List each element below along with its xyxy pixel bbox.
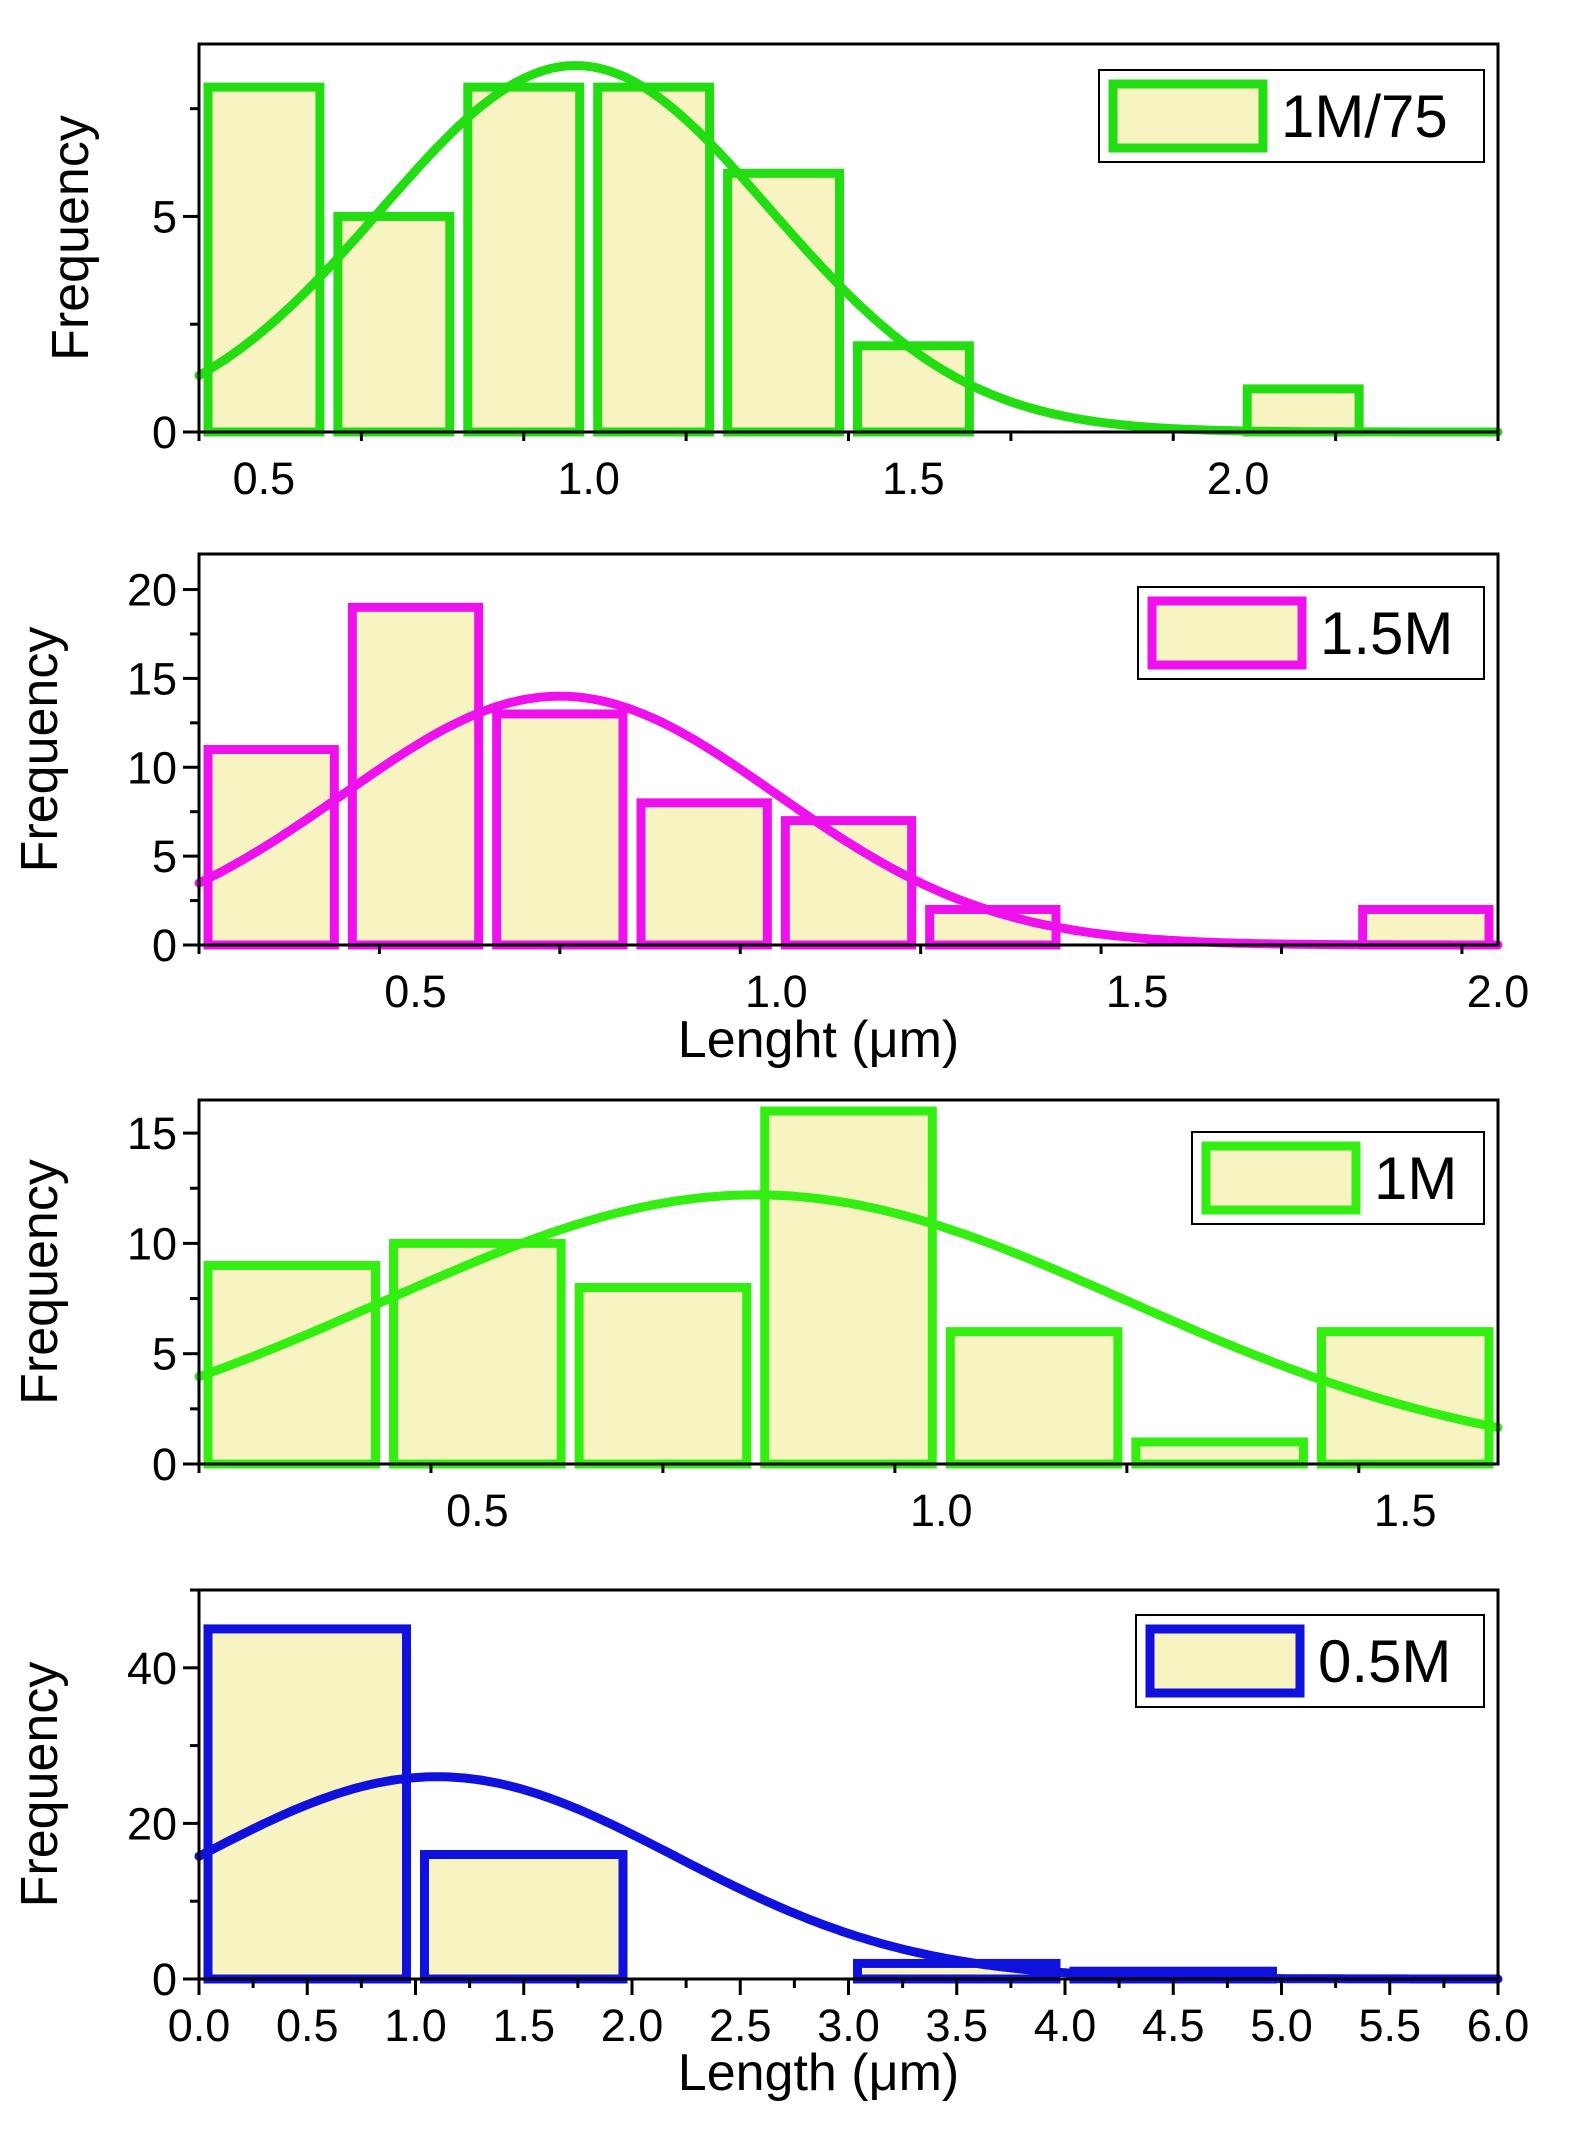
y-axis-title: Frequency xyxy=(11,1662,69,1908)
y-tick-label: 5 xyxy=(152,191,177,242)
x-tick-label: 2.0 xyxy=(1467,966,1530,1017)
y-tick-label: 40 xyxy=(127,1643,177,1694)
x-tick-label: 3.5 xyxy=(925,2000,988,2051)
y-tick-label: 5 xyxy=(152,1329,177,1380)
histogram-bar xyxy=(1358,904,1494,950)
x-tick-label: 0.5 xyxy=(384,966,447,1017)
x-tick-label: 1.5 xyxy=(882,453,945,504)
x-tick-label: 0.5 xyxy=(233,453,296,504)
x-tick-label: 0.5 xyxy=(446,1485,509,1536)
y-tick-label: 0 xyxy=(152,920,177,971)
histogram-bar xyxy=(420,1850,628,1984)
legend-swatch xyxy=(1147,596,1307,670)
legend: 1.5M xyxy=(1137,586,1485,680)
x-tick-label: 2.0 xyxy=(601,2000,664,2051)
histogram-bar xyxy=(636,798,772,950)
histogram-bar xyxy=(1316,1327,1494,1469)
legend-label: 1.5M xyxy=(1320,600,1453,667)
y-tick-label: 10 xyxy=(127,1218,177,1269)
legend-label: 1M/75 xyxy=(1281,83,1448,150)
histogram-bar xyxy=(853,341,974,437)
y-tick-label: 0 xyxy=(152,1439,177,1490)
legend-label: 1M xyxy=(1374,1145,1457,1212)
histogram-bar xyxy=(593,82,715,437)
y-tick-label: 15 xyxy=(127,1108,177,1159)
legend-swatch xyxy=(1145,1624,1305,1698)
y-axis-title: Frequency xyxy=(11,627,69,873)
histogram-bar xyxy=(203,82,325,437)
y-axis-title: Frequency xyxy=(42,115,100,361)
x-tick-label: 5.5 xyxy=(1358,2000,1421,2051)
histogram-bar xyxy=(760,1106,937,1469)
x-tick-label: 4.0 xyxy=(1034,2000,1097,2051)
x-tick-label: 1.0 xyxy=(557,453,620,504)
plot-frame xyxy=(197,552,1500,947)
x-tick-label: 2.0 xyxy=(1207,453,1270,504)
x-tick-label: 1.0 xyxy=(745,966,808,1017)
histogram-bar xyxy=(945,1327,1123,1469)
y-tick-label: 0 xyxy=(152,1954,177,2005)
y-tick-label: 0 xyxy=(152,407,177,458)
histogram-bar xyxy=(1242,384,1364,437)
y-tick-label: 15 xyxy=(127,653,177,704)
x-tick-label: 0.5 xyxy=(276,2000,339,2051)
x-tick-label: 1.0 xyxy=(910,1485,973,1536)
x-tick-label: 3.0 xyxy=(817,2000,880,2051)
legend-label: 0.5M xyxy=(1318,1628,1451,1695)
x-tick-label: 1.5 xyxy=(492,2000,555,2051)
y-axis-title: Frequency xyxy=(11,1159,69,1405)
legend-swatch xyxy=(1201,1141,1361,1215)
x-tick-label: 0.0 xyxy=(168,2000,231,2051)
plot-frame xyxy=(197,1098,1500,1466)
legend: 1M xyxy=(1191,1131,1485,1225)
x-tick-label: 5.0 xyxy=(1250,2000,1313,2051)
y-tick-label: 10 xyxy=(127,742,177,793)
legend-swatch xyxy=(1108,79,1268,153)
chart-panel-panel-0-5m: 0.0 0.5 1.0 1.5 2.0 2.5 3.0 3.5 4.0 4.5 5.0 5.5 6.0 0… xyxy=(11,1588,1530,2102)
x-axis-title: Length (μm) xyxy=(678,2044,959,2102)
x-tick-label: 1.5 xyxy=(1374,1485,1437,1536)
x-tick-label: 1.0 xyxy=(384,2000,447,2051)
histogram-bar xyxy=(723,168,844,437)
histogram-bar xyxy=(574,1283,752,1469)
gaussian-fit-curve xyxy=(194,1190,1503,1433)
y-tick-label: 20 xyxy=(127,565,177,616)
histogram-bar xyxy=(389,1238,566,1469)
chart-panel-panel-1-5m: 0.5 1.0 1.5 2.0 0 5 10 15 20 Frequency Lenght (μm)… xyxy=(11,552,1530,1069)
legend: 0.5M xyxy=(1135,1614,1485,1708)
x-tick-label: 6.0 xyxy=(1467,2000,1530,2051)
y-tick-label: 5 xyxy=(152,831,177,882)
y-tick-label: 20 xyxy=(127,1798,177,1849)
histogram-bar xyxy=(1131,1437,1308,1469)
chart-panel-panel-1m: 0.5 1.0 1.5 0 5 10 15 Frequency 1M xyxy=(11,1098,1503,1536)
x-tick-label: 1.5 xyxy=(1106,966,1169,1017)
x-tick-label: 2.5 xyxy=(709,2000,772,2051)
histogram-bar xyxy=(492,709,628,950)
histogram-bar xyxy=(333,211,455,437)
x-tick-label: 4.5 xyxy=(1142,2000,1205,2051)
x-axis-title: Lenght (μm) xyxy=(678,1011,959,1069)
histogram-bar xyxy=(463,82,585,437)
chart-panel-panel-1m75: 0.5 1.0 1.5 2.0 0 5 Frequency 1M/75 xyxy=(42,42,1503,504)
legend: 1M/75 xyxy=(1098,69,1485,163)
